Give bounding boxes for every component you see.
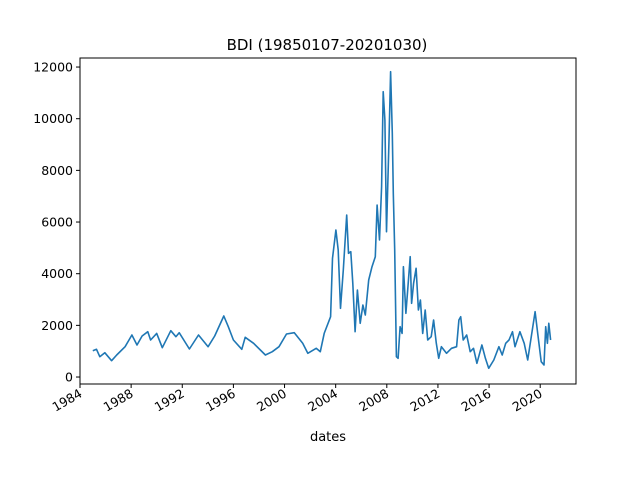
x-tick-label: 2004 (305, 386, 340, 415)
y-tick-label: 6000 (41, 215, 73, 230)
x-tick-label: 2016 (459, 386, 494, 415)
y-tick-label: 8000 (41, 163, 73, 178)
series-line-bdi (92, 70, 552, 370)
x-tick-label: 2000 (254, 386, 289, 415)
chart-title: BDI (19850107-20201030) (227, 36, 428, 54)
x-tick-label: 1996 (203, 386, 238, 415)
x-tick-label: 1988 (101, 386, 136, 415)
x-tick-label: 2008 (356, 386, 391, 415)
y-tick-label: 10000 (33, 111, 73, 126)
y-tick-label: 4000 (41, 266, 73, 281)
x-tick-label: 2020 (510, 386, 545, 415)
x-axis-label: dates (310, 430, 346, 445)
y-axis: 0 2000 4000 6000 8000 10000 12000 (33, 60, 80, 385)
x-tick-label: 1984 (49, 386, 84, 415)
x-axis: 1984 1988 1992 1996 2000 2004 2008 2012 2016 2020 (49, 384, 545, 415)
y-tick-label: 12000 (33, 60, 73, 75)
x-tick-label: 1992 (152, 386, 187, 415)
plot-frame (79, 57, 577, 385)
x-tick-label: 2012 (407, 386, 442, 415)
y-tick-label: 2000 (41, 318, 73, 333)
y-tick-label: 0 (65, 370, 73, 385)
